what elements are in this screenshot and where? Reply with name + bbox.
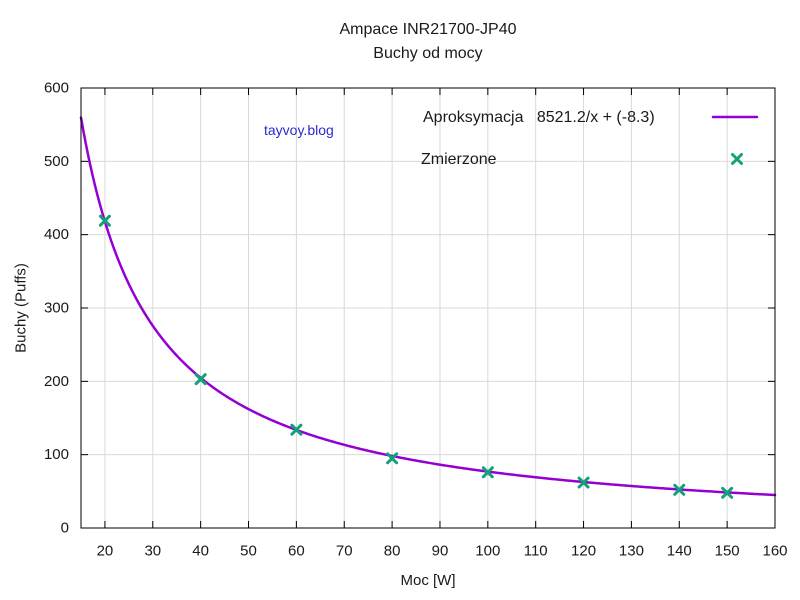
- x-tick-label: 60: [288, 543, 305, 560]
- y-tick-label: 500: [44, 153, 69, 170]
- data-point-marker: [194, 373, 207, 386]
- fit-curve: [79, 116, 777, 497]
- chart-title: Ampace INR21700-JP40: [339, 21, 517, 38]
- x-tick-label: 110: [524, 543, 548, 560]
- x-tick-label: 30: [144, 543, 161, 560]
- measured-points: [98, 214, 734, 499]
- x-tick-label: 90: [432, 543, 449, 560]
- x-tick-label: 140: [667, 543, 692, 560]
- data-point-marker: [386, 452, 399, 465]
- data-point-marker: [98, 214, 111, 227]
- y-tick-labels: 0 100 200 300 400 500 600: [44, 80, 69, 537]
- x-tick-label: 100: [475, 543, 500, 560]
- x-tick-label: 150: [715, 543, 740, 560]
- y-tick-label: 0: [61, 520, 69, 537]
- chart-subtitle: Buchy od mocy: [373, 45, 483, 62]
- data-point-marker: [577, 476, 590, 489]
- data-point-marker: [290, 423, 303, 436]
- y-axis-label: Buchy (Puffs): [12, 263, 30, 353]
- y-tick-label: 400: [44, 226, 69, 243]
- data-point-marker: [481, 466, 494, 479]
- legend-samples: [711, 115, 759, 165]
- x-tick-label: 120: [571, 543, 596, 560]
- x-tick-labels: 20 30 40 50 60 70 80 90 100 110 120 130 140 150 160: [97, 543, 788, 560]
- x-tick-label: 50: [240, 543, 257, 560]
- y-tick-label: 200: [44, 373, 69, 390]
- y-tick-label: 600: [44, 80, 69, 97]
- approximation-curve: [79, 116, 777, 497]
- data-point-marker: [673, 483, 686, 496]
- y-tick-label: 100: [44, 446, 69, 463]
- legend-entry-measured: Zmierzone: [421, 151, 497, 168]
- x-tick-label: 160: [762, 543, 787, 560]
- data-point-marker: [721, 486, 734, 499]
- x-axis-label: Moc [W]: [400, 572, 456, 589]
- x-tick-label: 20: [97, 543, 114, 560]
- x-tick-label: 70: [336, 543, 353, 560]
- legend-marker-sample: [731, 153, 743, 165]
- legend-entry-approximation: Aproksymacja 8521.2/x + (-8.3): [423, 109, 655, 126]
- watermark-link[interactable]: tayvoy.blog: [264, 122, 334, 138]
- y-tick-label: 300: [44, 300, 69, 317]
- x-tick-label: 40: [192, 543, 209, 560]
- axis-ticks: [81, 87, 776, 529]
- x-tick-label: 80: [384, 543, 401, 560]
- x-tick-label: 130: [619, 543, 644, 560]
